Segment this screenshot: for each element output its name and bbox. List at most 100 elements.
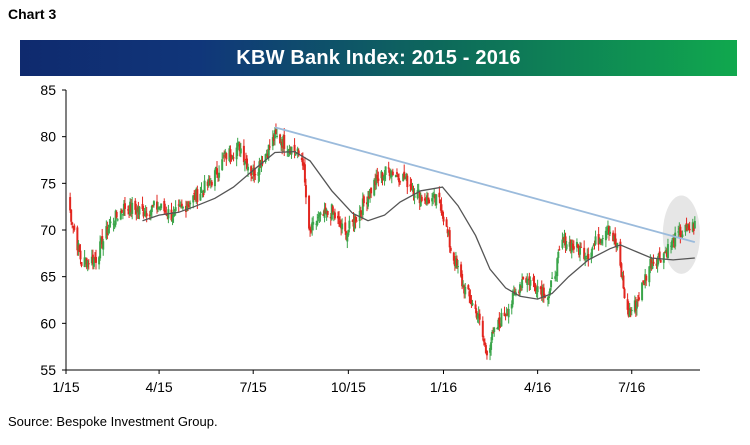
candle-body bbox=[225, 153, 228, 160]
candle-body bbox=[348, 220, 351, 229]
candle-body bbox=[635, 301, 638, 309]
candle-body bbox=[266, 154, 269, 159]
candle-body bbox=[412, 191, 415, 196]
candle-body bbox=[688, 228, 691, 231]
candle-body bbox=[642, 280, 645, 282]
candle-body bbox=[615, 243, 618, 246]
candle-body bbox=[681, 234, 684, 237]
candle-body bbox=[565, 244, 568, 250]
candle-body bbox=[579, 247, 582, 255]
candle-body bbox=[440, 204, 443, 213]
candle-body bbox=[264, 154, 267, 162]
candle-body bbox=[193, 193, 196, 195]
candle-body bbox=[309, 228, 312, 231]
candle-body bbox=[131, 202, 134, 214]
x-tick-label: 1/16 bbox=[430, 379, 457, 395]
candle-body bbox=[275, 135, 278, 137]
candle-body bbox=[425, 195, 428, 204]
candle-body bbox=[572, 246, 575, 250]
candle-body bbox=[627, 307, 630, 317]
candle-body bbox=[72, 225, 75, 227]
candle-body bbox=[442, 216, 445, 222]
candle-body bbox=[76, 227, 79, 251]
candle-body bbox=[483, 342, 486, 346]
candle-body bbox=[478, 313, 481, 320]
candle-body bbox=[636, 299, 639, 301]
candle-body bbox=[597, 234, 600, 245]
candle-body bbox=[452, 252, 455, 261]
candle-body bbox=[151, 204, 154, 207]
candle-body bbox=[80, 262, 83, 266]
candle-body bbox=[580, 246, 583, 248]
candle-body bbox=[377, 178, 380, 181]
candle-body bbox=[280, 142, 283, 146]
candle-body bbox=[85, 258, 88, 268]
candle-body bbox=[294, 154, 297, 156]
candle-body bbox=[217, 176, 220, 178]
candle-body bbox=[353, 217, 356, 230]
candle-body bbox=[180, 203, 183, 207]
candle-body bbox=[288, 148, 291, 150]
candle-body bbox=[303, 164, 306, 183]
candle-body bbox=[304, 185, 307, 198]
candle-body bbox=[365, 202, 368, 205]
candle-body bbox=[404, 177, 407, 179]
candle-body bbox=[138, 206, 141, 215]
candle-body bbox=[311, 222, 314, 231]
candle-body bbox=[121, 214, 124, 216]
candle-body bbox=[70, 209, 73, 222]
candle-body bbox=[144, 211, 147, 217]
candle-body bbox=[390, 171, 393, 177]
candle-body bbox=[333, 212, 336, 219]
candle-body bbox=[448, 230, 451, 248]
candle-body bbox=[518, 291, 521, 293]
candle-body bbox=[159, 208, 162, 210]
candle-body bbox=[571, 243, 574, 248]
y-tick-label: 80 bbox=[40, 129, 56, 145]
candle-body bbox=[203, 180, 206, 193]
candle-body bbox=[554, 276, 557, 279]
candle-body bbox=[347, 230, 350, 236]
candle-body bbox=[583, 247, 586, 259]
candle-body bbox=[184, 205, 187, 212]
candle-body bbox=[137, 207, 140, 212]
candle-body bbox=[272, 135, 275, 142]
candle-body bbox=[570, 243, 573, 253]
candle-body bbox=[533, 282, 536, 285]
candle-body bbox=[463, 285, 466, 294]
y-tick-label: 75 bbox=[40, 175, 56, 191]
candle-body bbox=[409, 184, 412, 187]
candle-body bbox=[373, 179, 376, 196]
candle-body bbox=[527, 278, 530, 280]
candle-body bbox=[599, 239, 602, 242]
candle-body bbox=[587, 254, 590, 260]
candle-body bbox=[446, 229, 449, 234]
candle-body bbox=[512, 292, 515, 296]
candle-body bbox=[274, 129, 277, 135]
candle-body bbox=[84, 258, 87, 261]
candle-body bbox=[416, 190, 419, 199]
candle-body bbox=[453, 259, 456, 267]
candle-body bbox=[659, 259, 662, 263]
candle-body bbox=[662, 253, 665, 263]
candle-body bbox=[692, 224, 695, 231]
candle-body bbox=[455, 258, 458, 266]
candle-body bbox=[535, 292, 538, 294]
x-tick-label: 4/15 bbox=[145, 379, 172, 395]
candle-body bbox=[330, 204, 333, 220]
candle-body bbox=[174, 207, 177, 211]
candle-body bbox=[355, 220, 358, 222]
candle-body bbox=[323, 208, 326, 218]
candle-body bbox=[115, 212, 118, 218]
candle-body bbox=[69, 197, 72, 211]
candle-body bbox=[406, 175, 409, 188]
candle-body bbox=[331, 206, 334, 213]
candle-body bbox=[503, 312, 506, 316]
candle-body bbox=[302, 163, 305, 167]
candle-body bbox=[420, 196, 423, 201]
candle-body bbox=[395, 172, 398, 174]
candle-body bbox=[650, 259, 653, 269]
candle-body bbox=[546, 297, 549, 300]
candle-body bbox=[606, 227, 609, 232]
candle-body bbox=[361, 198, 364, 215]
